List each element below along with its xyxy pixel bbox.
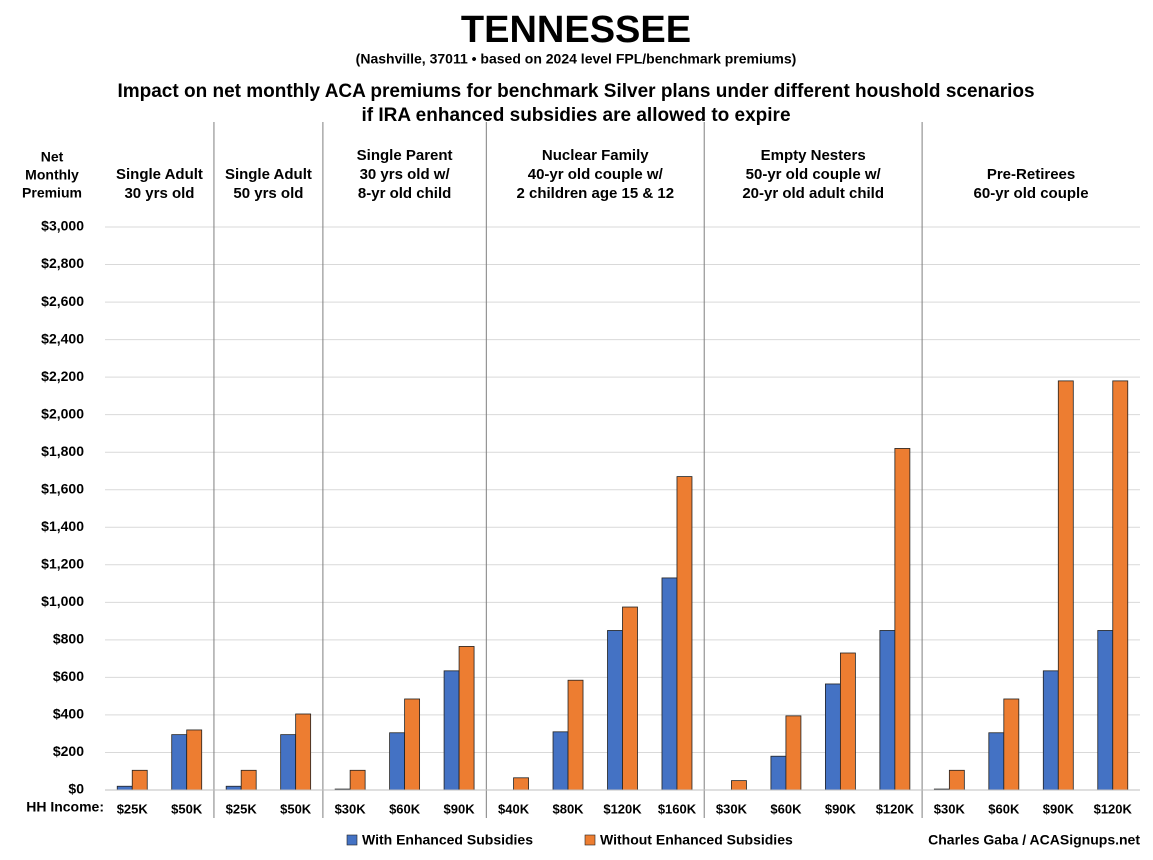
- bar: [1057, 380, 1074, 791]
- heading: Impact on net monthly ACA premiums for b…: [117, 81, 1034, 102]
- bar: [1042, 670, 1059, 791]
- x-tick-label: $30K: [335, 801, 367, 816]
- bar: [731, 780, 747, 791]
- bar: [1097, 630, 1114, 791]
- x-tick-label: $60K: [770, 801, 802, 816]
- bar: [676, 476, 693, 791]
- bar: [1003, 698, 1020, 791]
- group-label: 60-yr old couple: [974, 185, 1089, 202]
- x-tick-label: $60K: [988, 801, 1020, 816]
- x-axis-label: HH Income:: [26, 799, 104, 815]
- x-tick-label: $90K: [1043, 801, 1075, 816]
- group-label: 30 yrs old: [124, 185, 194, 202]
- bar: [389, 732, 406, 791]
- x-tick-label: $90K: [444, 801, 476, 816]
- x-tick-label: $120K: [603, 801, 642, 816]
- y-tick-label: $1,800: [41, 443, 84, 459]
- group-label: Empty Nesters: [761, 147, 866, 164]
- bar: [879, 630, 896, 791]
- bar: [513, 777, 529, 791]
- bar: [552, 731, 569, 791]
- legend-label: Without Enhanced Subsidies: [600, 832, 793, 848]
- y-tick-label: $600: [53, 668, 84, 684]
- y-tick-label: $1,600: [41, 480, 84, 496]
- x-tick-label: $40K: [498, 801, 530, 816]
- y-tick-label: $1,400: [41, 518, 84, 534]
- bar: [186, 729, 203, 791]
- bar: [349, 769, 366, 791]
- bar: [948, 769, 965, 791]
- group-label: 30 yrs old w/: [360, 166, 451, 183]
- group-label: Single Parent: [357, 147, 453, 164]
- bar: [458, 646, 475, 791]
- bar: [280, 734, 297, 791]
- y-tick-label: $3,000: [41, 218, 84, 234]
- y-tick-label: $1,200: [41, 556, 84, 572]
- bar: [295, 713, 312, 791]
- x-tick-label: $25K: [117, 801, 149, 816]
- y-tick-label: $2,200: [41, 368, 84, 384]
- x-tick-label: $120K: [1094, 801, 1133, 816]
- x-tick-label: $90K: [825, 801, 857, 816]
- legend-swatch: [584, 834, 596, 846]
- bar: [824, 683, 841, 791]
- x-tick-label: $30K: [934, 801, 966, 816]
- group-label: Single Adult: [225, 166, 312, 183]
- bar: [567, 679, 584, 791]
- group-label: 8-yr old child: [358, 185, 451, 202]
- bar: [988, 732, 1005, 791]
- bar: [1112, 380, 1129, 791]
- bar: [240, 769, 257, 791]
- bar: [839, 652, 856, 791]
- y-tick-label: $0: [68, 781, 84, 797]
- group-label: Single Adult: [116, 166, 203, 183]
- y-tick-label: $2,600: [41, 293, 84, 309]
- y-tick-label: $200: [53, 743, 84, 759]
- group-label: Pre-Retirees: [987, 166, 1075, 183]
- x-tick-label: $50K: [171, 801, 203, 816]
- bar: [131, 769, 148, 791]
- source: Charles Gaba / ACASignups.net: [928, 832, 1140, 848]
- x-tick-label: $120K: [876, 801, 915, 816]
- bar: [404, 698, 421, 791]
- group-label: 50-yr old couple w/: [746, 166, 882, 183]
- y-tick-label: $400: [53, 706, 84, 722]
- bar: [661, 577, 678, 791]
- bar: [171, 734, 188, 791]
- y-tick-label: $1,000: [41, 593, 84, 609]
- bar: [443, 670, 460, 791]
- bar: [607, 630, 623, 791]
- x-tick-label: $30K: [716, 801, 748, 816]
- y-tick-label: $2,000: [41, 405, 84, 421]
- group-label: 50 yrs old: [233, 185, 303, 202]
- x-tick-label: $160K: [658, 801, 697, 816]
- legend-label: With Enhanced Subsidies: [362, 832, 533, 848]
- group-label: 2 children age 15 & 12: [516, 185, 674, 202]
- bar: [225, 785, 242, 791]
- y-axis-label: Premium: [22, 185, 82, 201]
- chart-subtitle: (Nashville, 37011 • based on 2024 level …: [356, 51, 797, 67]
- x-tick-label: $80K: [552, 801, 584, 816]
- bar: [622, 606, 638, 791]
- bar: [116, 785, 133, 791]
- x-tick-label: $25K: [226, 801, 258, 816]
- chart-title: TENNESSEE: [461, 9, 691, 51]
- y-tick-label: $800: [53, 631, 84, 647]
- y-tick-label: $2,800: [41, 255, 84, 271]
- group-label: Nuclear Family: [542, 147, 649, 164]
- group-label: 40-yr old couple w/: [528, 166, 664, 183]
- y-tick-label: $2,400: [41, 330, 84, 346]
- heading: if IRA enhanced subsidies are allowed to…: [361, 105, 790, 126]
- legend-swatch: [346, 834, 358, 846]
- y-axis-label: Net: [41, 149, 64, 165]
- bar: [894, 448, 911, 791]
- group-label: 20-yr old adult child: [742, 185, 884, 202]
- bar: [785, 715, 802, 791]
- bar: [770, 755, 787, 791]
- x-tick-label: $60K: [389, 801, 421, 816]
- y-axis-label: Monthly: [25, 167, 79, 183]
- x-tick-label: $50K: [280, 801, 312, 816]
